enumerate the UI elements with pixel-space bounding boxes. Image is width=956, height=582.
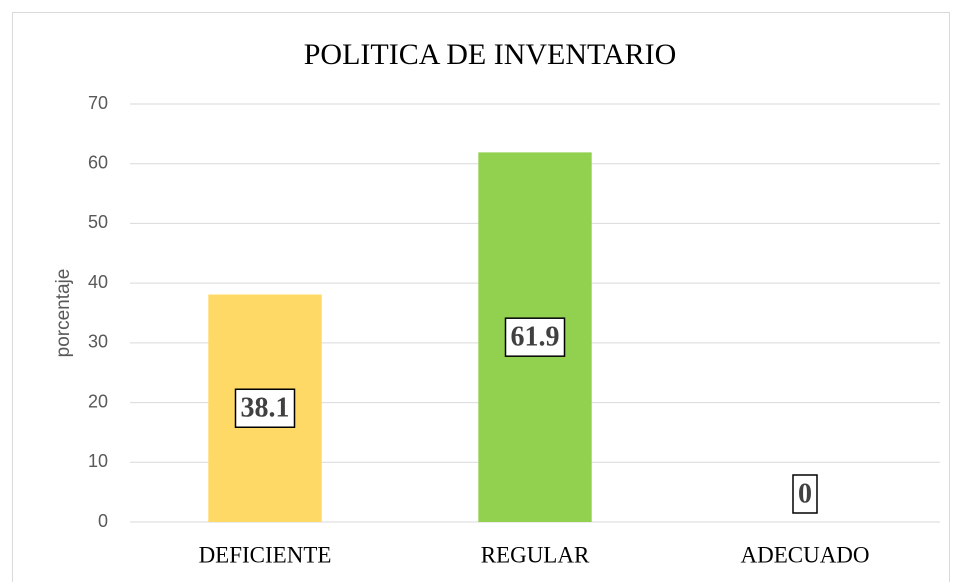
y-tick-label: 50 [88, 212, 108, 232]
x-tick-label: REGULAR [481, 542, 590, 567]
value-label-box [234, 388, 296, 428]
y-tick-label: 40 [88, 272, 108, 292]
value-label: 38.1 [241, 393, 290, 424]
value-label-box [504, 317, 566, 357]
y-tick-label: 10 [88, 451, 108, 471]
y-tick-label: 60 [88, 152, 108, 172]
chart-title: POLITICA DE INVENTARIO [304, 38, 677, 71]
value-label: 61.9 [511, 322, 560, 353]
y-tick-label: 0 [98, 511, 108, 531]
y-tick-label: 70 [88, 93, 108, 113]
y-tick-label: 30 [88, 332, 108, 352]
value-label: 0 [798, 478, 812, 509]
x-tick-label: DEFICIENTE [199, 542, 332, 567]
y-tick-label: 20 [88, 391, 108, 411]
y-axis-label: porcentaje [53, 269, 74, 358]
x-tick-label: ADECUADO [740, 542, 869, 567]
value-label-box [792, 474, 818, 514]
